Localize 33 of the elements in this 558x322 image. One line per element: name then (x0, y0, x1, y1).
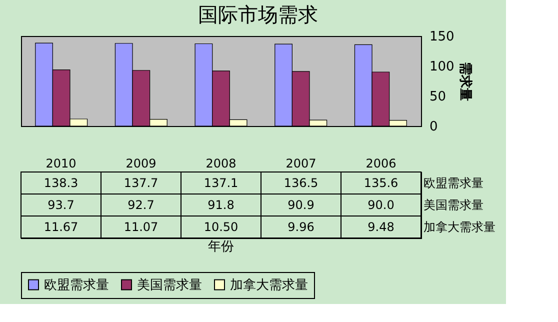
y-tick-label: 0 (430, 120, 438, 134)
x-tick-label: 2010 (46, 156, 76, 170)
data-label: 92.7 (128, 198, 154, 212)
data-label: 138.3 (44, 176, 78, 190)
x-tick-label: 2008 (206, 156, 236, 170)
legend-label: 加拿大需求量 (230, 278, 308, 293)
x-tick-label: 2006 (366, 156, 396, 170)
data-label: 11.67 (44, 220, 78, 234)
y-tick-label: 50 (430, 90, 446, 104)
data-label: 10.50 (204, 220, 238, 234)
data-label: 91.8 (208, 198, 234, 212)
data-label: 90.0 (368, 198, 394, 212)
data-label: 9.96 (288, 220, 314, 234)
data-label: 90.9 (288, 198, 314, 212)
data-label: 11.07 (124, 220, 158, 234)
text: 欧盟需求量 (424, 176, 484, 190)
text: 加拿大需求量 (424, 220, 496, 234)
data-label: 137.1 (204, 176, 238, 190)
data-label: 135.6 (364, 176, 398, 190)
y-tick-label: 100 (430, 60, 454, 74)
x-tick-label: 2007 (286, 156, 316, 170)
legend-label: 欧盟需求量 (44, 278, 109, 293)
y-axis-title: 需求量 (457, 62, 474, 101)
y-tick-label: 150 (430, 30, 454, 44)
legend-label: 美国需求量 (137, 276, 202, 293)
text: 美国需求量 (424, 198, 484, 212)
data-label: 137.7 (124, 176, 158, 190)
x-tick-label: 2009 (126, 156, 156, 170)
chart-title: 国际市场需求 (198, 2, 318, 26)
data-label: 93.7 (48, 198, 74, 212)
data-label: 9.48 (368, 220, 394, 234)
text: 年份 (208, 240, 234, 254)
data-label: 136.5 (284, 176, 318, 190)
